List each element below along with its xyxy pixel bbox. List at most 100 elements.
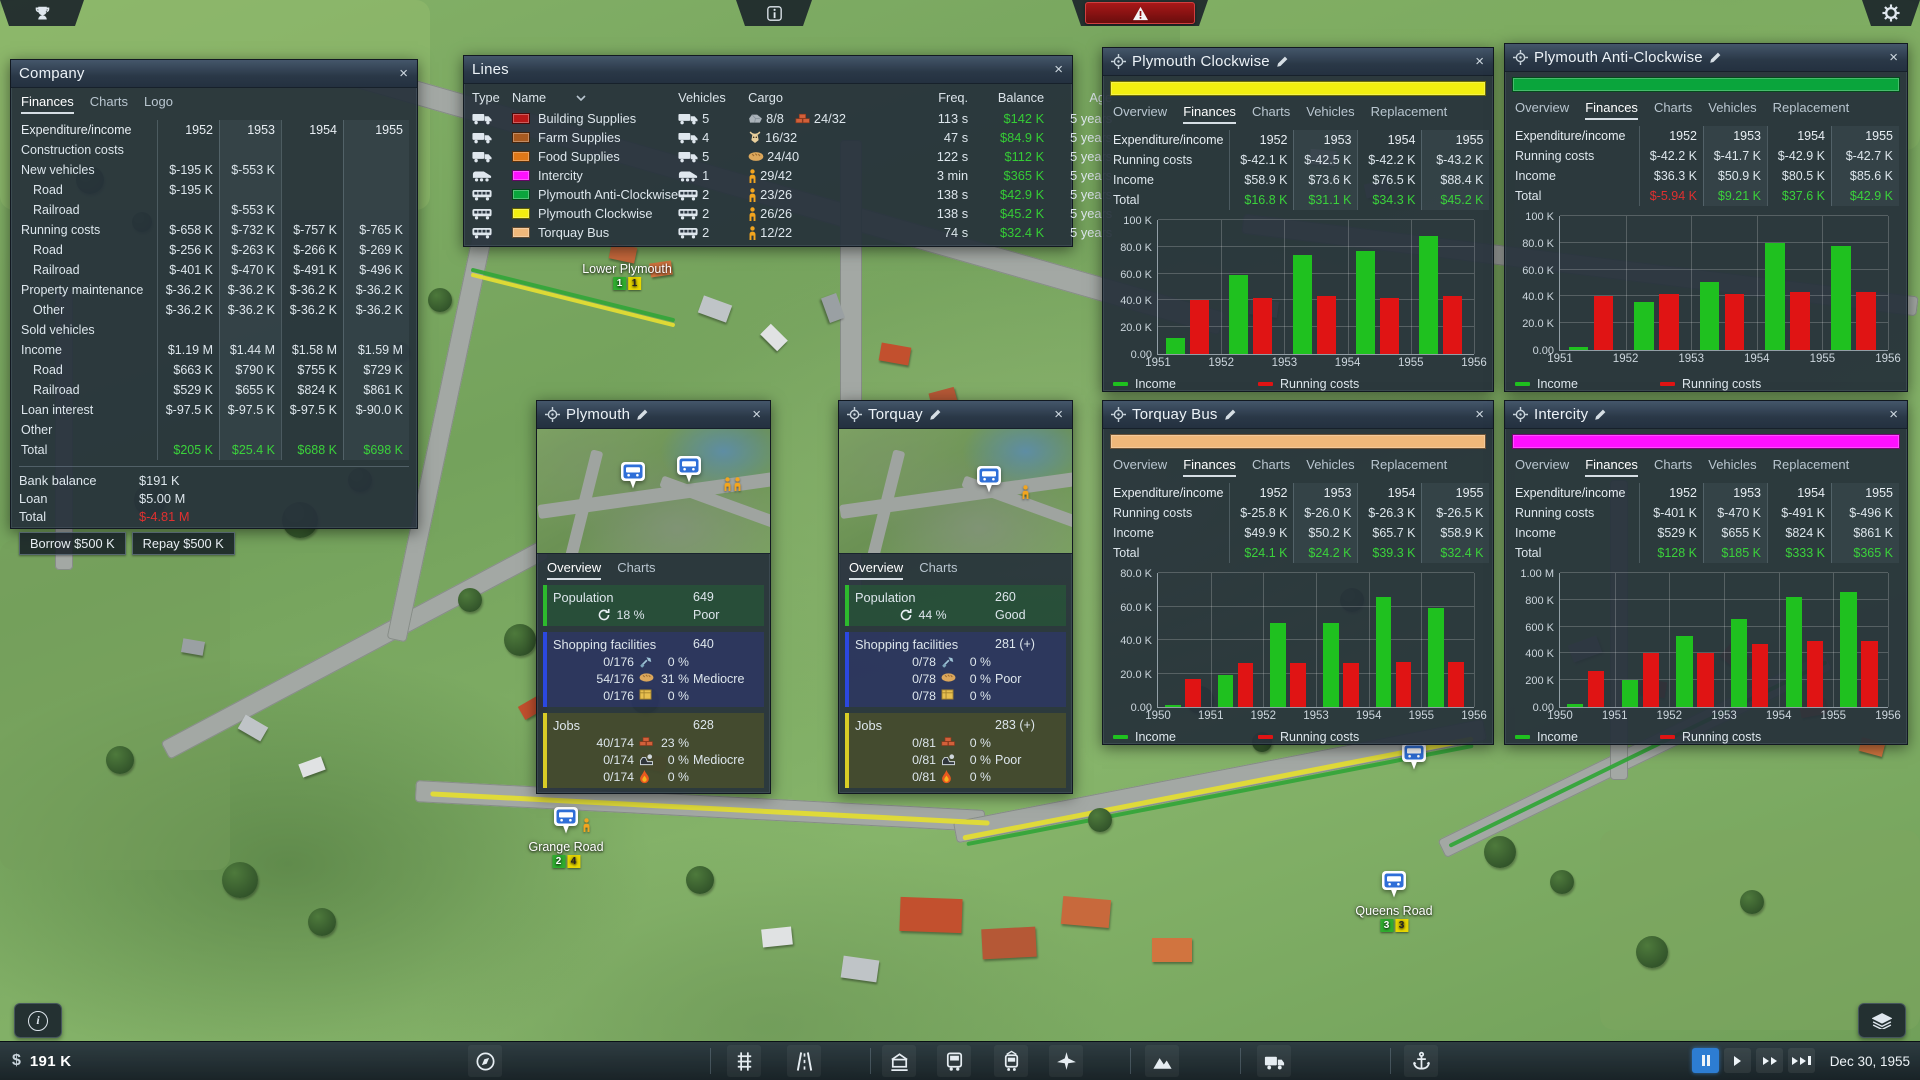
close-icon[interactable]: ×: [1475, 53, 1484, 70]
edit-icon[interactable]: [1224, 408, 1237, 421]
locate-icon[interactable]: [545, 407, 560, 422]
tab-overview[interactable]: Overview: [1113, 457, 1168, 472]
tab-overview[interactable]: Overview: [1113, 104, 1168, 119]
money-display: $ 191 K: [12, 1042, 71, 1080]
close-icon[interactable]: ×: [399, 65, 408, 82]
bus-station-button[interactable]: [937, 1045, 971, 1077]
value-cell: $790 K: [219, 360, 281, 380]
edit-icon[interactable]: [929, 408, 942, 421]
locate-icon[interactable]: [1513, 407, 1528, 422]
tab-finances[interactable]: Finances: [1585, 100, 1638, 120]
line-row[interactable]: Farm Supplies: [512, 128, 678, 147]
tab-replacement[interactable]: Replacement: [1370, 457, 1448, 472]
bus-stop-pin[interactable]: [1381, 870, 1407, 900]
locate-icon[interactable]: [1111, 407, 1126, 422]
tab-charts[interactable]: Charts: [1251, 104, 1291, 119]
line-age: 5 years: [1070, 111, 1113, 126]
vehicle-count: 5: [702, 111, 710, 126]
tab-charts[interactable]: Charts: [919, 560, 958, 575]
tab-charts[interactable]: Charts: [617, 560, 656, 575]
trophy-icon[interactable]: [34, 5, 51, 22]
tab-charts[interactable]: Charts: [89, 94, 129, 109]
tab-finances[interactable]: Finances: [1183, 457, 1236, 477]
close-icon[interactable]: ×: [752, 406, 761, 423]
bus-stop-pin[interactable]: [1401, 742, 1427, 772]
locate-icon[interactable]: [1111, 54, 1126, 69]
tram-depot-button[interactable]: [994, 1045, 1028, 1077]
value-cell: [281, 320, 343, 340]
line-row[interactable]: Plymouth Clockwise: [512, 204, 678, 223]
tab-vehicles[interactable]: Vehicles: [1306, 104, 1355, 119]
bus-stop-pin[interactable]: [676, 455, 702, 485]
line-row[interactable]: Torquay Bus: [512, 223, 678, 242]
tab-overview[interactable]: Overview: [1515, 100, 1570, 115]
tab-vehicles[interactable]: Vehicles: [1306, 457, 1355, 472]
settings-tab[interactable]: [1862, 0, 1920, 26]
borrow-button[interactable]: Borrow $500 K: [19, 532, 126, 555]
line-row[interactable]: Plymouth Anti-Clockwise: [512, 185, 678, 204]
gear-icon[interactable]: [1882, 4, 1900, 22]
locate-icon[interactable]: [847, 407, 862, 422]
close-icon[interactable]: ×: [1889, 406, 1898, 423]
vehicle-count: 2: [702, 225, 710, 240]
close-icon[interactable]: ×: [1054, 61, 1063, 78]
line-row[interactable]: Intercity: [512, 166, 678, 185]
fastest-button[interactable]: [1788, 1048, 1815, 1073]
tab-charts[interactable]: Charts: [1653, 100, 1693, 115]
line-type: [472, 204, 512, 223]
tab-finances[interactable]: Finances: [1585, 457, 1638, 477]
tab-charts[interactable]: Charts: [1653, 457, 1693, 472]
locate-icon[interactable]: [1513, 50, 1528, 65]
tab-finances[interactable]: Finances: [21, 94, 74, 114]
tab-vehicles[interactable]: Vehicles: [1708, 100, 1757, 115]
close-icon[interactable]: ×: [1889, 49, 1898, 66]
route-tool-button[interactable]: [468, 1045, 502, 1077]
sort-chevron-icon[interactable]: [576, 94, 586, 101]
repay-button[interactable]: Repay $500 K: [131, 532, 235, 555]
fast-forward-button[interactable]: [1756, 1048, 1783, 1073]
tab-finances[interactable]: Finances: [1183, 104, 1236, 124]
tab-charts[interactable]: Charts: [1251, 457, 1291, 472]
column-header: Name: [512, 86, 678, 109]
line-vehicles: 2: [678, 223, 748, 242]
airport-button[interactable]: [1049, 1045, 1083, 1077]
value-cell: 1953: [219, 120, 281, 140]
roads-button[interactable]: [787, 1045, 821, 1077]
achievements-tab[interactable]: [0, 0, 84, 26]
tab-overview[interactable]: Overview: [849, 560, 904, 580]
bus-stop-pin[interactable]: [553, 806, 579, 836]
tab-vehicles[interactable]: Vehicles: [1708, 457, 1757, 472]
layers-button[interactable]: [1858, 1003, 1906, 1038]
tab-replacement[interactable]: Replacement: [1772, 457, 1850, 472]
edit-icon[interactable]: [1594, 408, 1607, 421]
road-depot-button[interactable]: [1257, 1045, 1291, 1077]
building: [298, 756, 326, 778]
info-icon[interactable]: [767, 6, 782, 21]
play-button[interactable]: [1724, 1048, 1751, 1073]
rail-station-button[interactable]: [882, 1045, 916, 1077]
running-costs-bar: [1253, 297, 1273, 354]
bus-stop-pin[interactable]: [976, 465, 1002, 495]
edit-icon[interactable]: [636, 408, 649, 421]
line-row[interactable]: Building Supplies: [512, 109, 678, 128]
harbor-button[interactable]: [1404, 1045, 1438, 1077]
tab-overview[interactable]: Overview: [547, 560, 602, 580]
message-tab[interactable]: [736, 0, 812, 26]
info-button[interactable]: i: [14, 1003, 62, 1038]
edit-icon[interactable]: [1276, 55, 1289, 68]
line-row[interactable]: Food Supplies: [512, 147, 678, 166]
tab-logo[interactable]: Logo: [144, 94, 173, 109]
terrain-button[interactable]: [1145, 1045, 1179, 1077]
chart-plot: 100 K 80.0 K 60.0 K 40.0 K 20.0 K 0.00 1951 195…: [1522, 211, 1901, 365]
close-icon[interactable]: ×: [1475, 406, 1484, 423]
tab-replacement[interactable]: Replacement: [1370, 104, 1448, 119]
warning-button[interactable]: [1085, 2, 1195, 24]
tab-overview[interactable]: Overview: [1515, 457, 1570, 472]
pause-button[interactable]: [1692, 1048, 1719, 1073]
close-icon[interactable]: ×: [1054, 406, 1063, 423]
bus-stop-pin[interactable]: [620, 461, 646, 491]
value-cell: $-757 K: [281, 220, 343, 240]
edit-icon[interactable]: [1709, 51, 1722, 64]
rail-tracks-button[interactable]: [727, 1045, 761, 1077]
tab-replacement[interactable]: Replacement: [1772, 100, 1850, 115]
